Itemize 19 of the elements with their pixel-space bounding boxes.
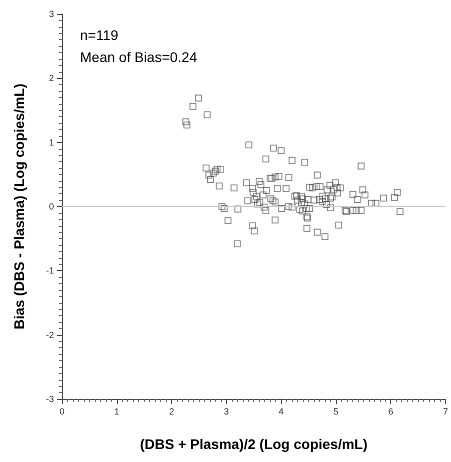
- x-tick-label: 4: [278, 406, 284, 416]
- y-tick-label: -1: [46, 266, 54, 276]
- x-tick-label: 6: [388, 406, 394, 416]
- y-axis-title: Bias (DBS - Plasma) (Log copies/mL): [11, 84, 27, 330]
- y-tick-label: -2: [46, 330, 54, 340]
- annotation: Mean of Bias=0.24: [80, 49, 198, 65]
- x-axis-title: (DBS + Plasma)/2 (Log copies/mL): [140, 436, 368, 452]
- x-tick-label: 2: [169, 406, 174, 416]
- y-tick-label: 3: [48, 9, 54, 19]
- y-tick-label: -3: [46, 394, 54, 404]
- y-tick-label: 0: [48, 202, 54, 212]
- y-tick-label: 1: [48, 137, 54, 148]
- x-tick-label: 0: [59, 406, 65, 416]
- x-tick-label: 7: [442, 406, 448, 416]
- x-tick-label: 3: [224, 406, 229, 416]
- x-tick-label: 5: [333, 406, 338, 416]
- y-tick-label: 2: [48, 73, 54, 84]
- annotation: n=119: [80, 27, 118, 43]
- x-tick-label: 1: [114, 406, 120, 416]
